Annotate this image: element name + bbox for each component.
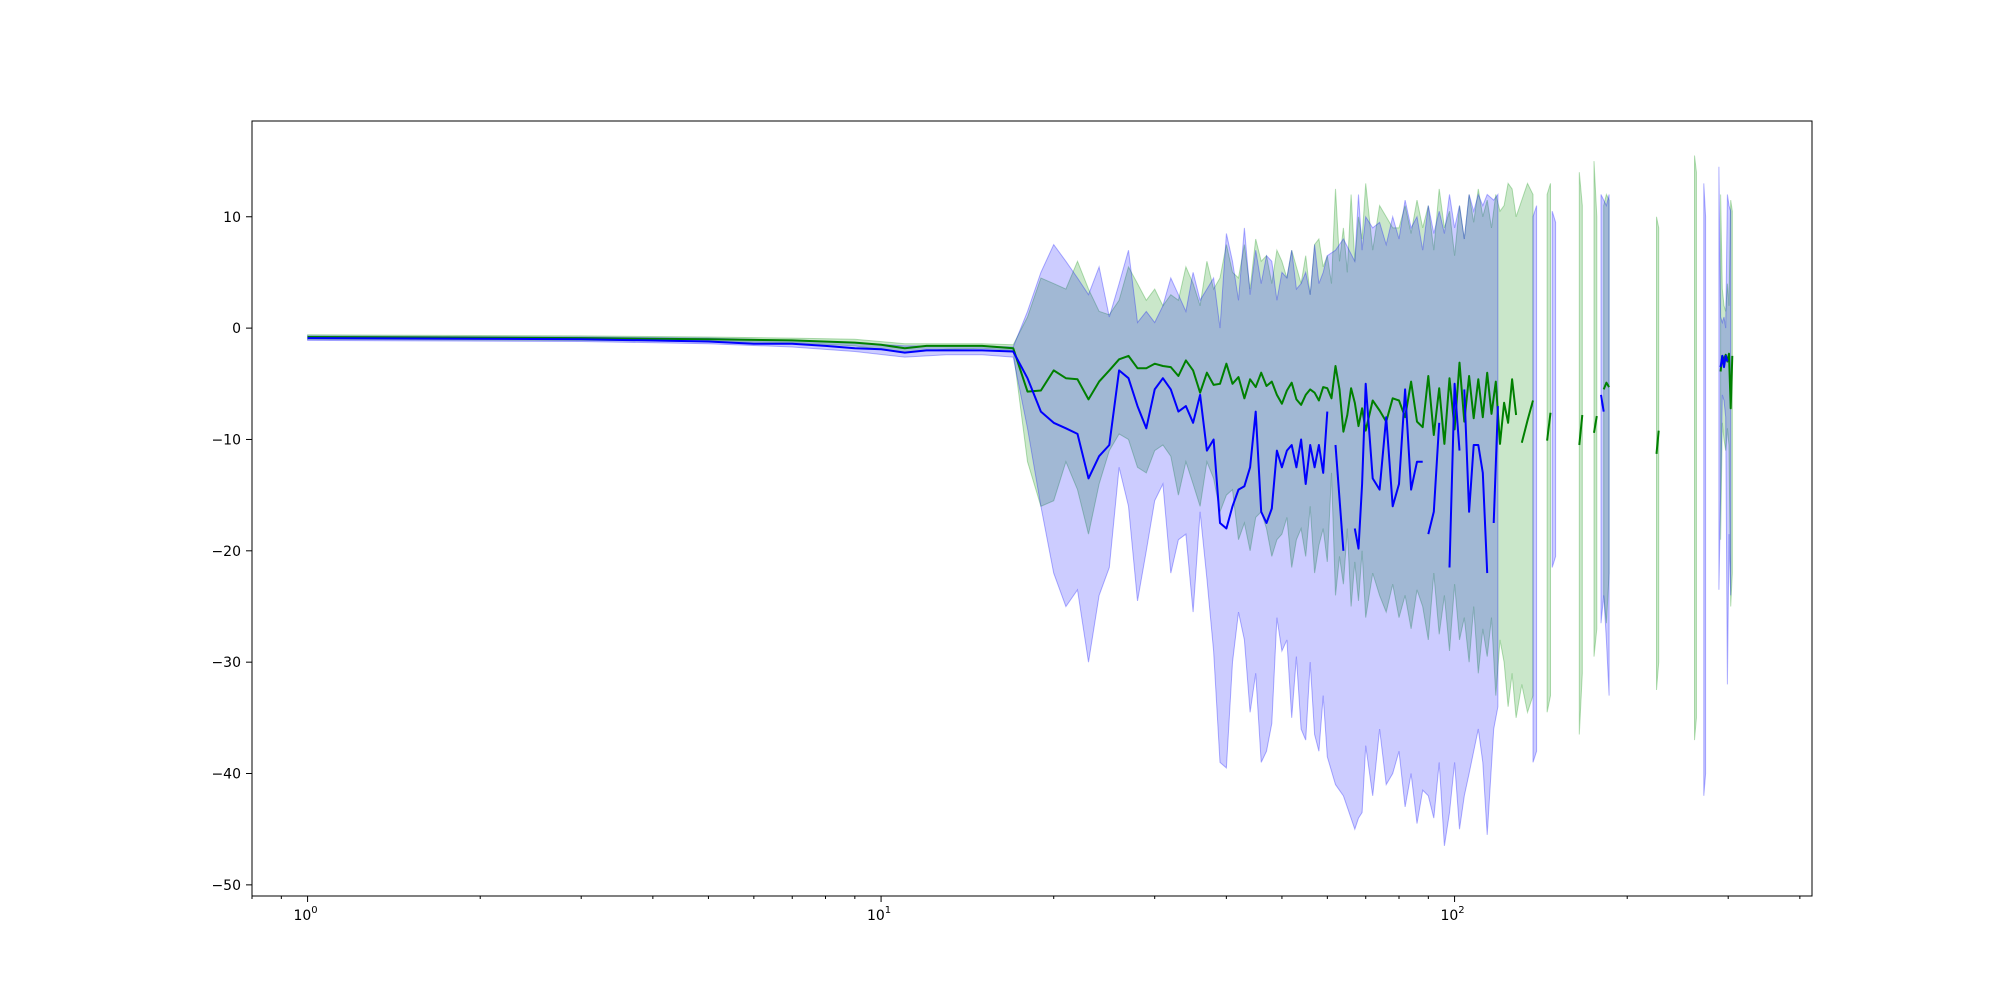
series-0-line-3 [1578,414,1584,446]
series-1-line-1 [1334,444,1345,551]
series-1-band-0 [307,192,1499,846]
y-tick-label-4: −30 [211,655,241,671]
series-0-band-0 [307,182,1534,718]
y-tick-label-5: −40 [211,767,241,783]
series-1-line-0 [307,337,1329,530]
series-0-band-2 [1578,172,1583,735]
series-1-band-2 [1551,211,1557,568]
series-1-band-1 [1532,205,1538,763]
series-1-line-6 [1492,406,1499,524]
x-axis: 100 101 102 [251,896,1801,924]
series-1-line-4 [1448,382,1461,568]
series-1-line-8 [1719,354,1729,369]
series-0-band-1 [1546,183,1551,713]
y-axis: 10 0 −10 −20 −30 −40 −50 [211,210,252,894]
series-0-line-5 [1602,381,1610,390]
x-tick-label-2: 102 [1440,905,1464,924]
series-1-line-5 [1463,389,1489,574]
series-0-line-2 [1546,412,1552,441]
x-tick-label-1: 101 [867,905,891,924]
axes-frame [251,120,1813,897]
series-1-line-7 [1600,394,1605,412]
series-0-line-0 [307,336,1518,445]
plot-area [307,155,1734,846]
y-tick-label-3: −20 [211,544,241,560]
series-1-line-3 [1427,422,1441,535]
y-tick-label-1: 0 [232,321,241,337]
series-1-band-4 [1703,183,1707,796]
series-0-band-7 [1720,194,1733,607]
x-tick-label-0: 100 [293,905,317,924]
series-0-line-6 [1655,430,1660,454]
series-0-band-5 [1656,216,1660,691]
y-tick-label-2: −10 [211,432,241,448]
y-tick-label-0: 10 [223,210,241,226]
series-0-band-3 [1593,161,1598,657]
series-0-line-1 [1520,400,1534,444]
y-tick-label-6: −50 [211,878,241,894]
series-0-band-6 [1694,155,1697,741]
series-1-band-3 [1600,194,1610,696]
series-0-band-4 [1603,193,1610,624]
series-1-band-5 [1718,166,1732,685]
series-0-line-4 [1593,415,1598,433]
series-1-line-2 [1353,382,1423,550]
